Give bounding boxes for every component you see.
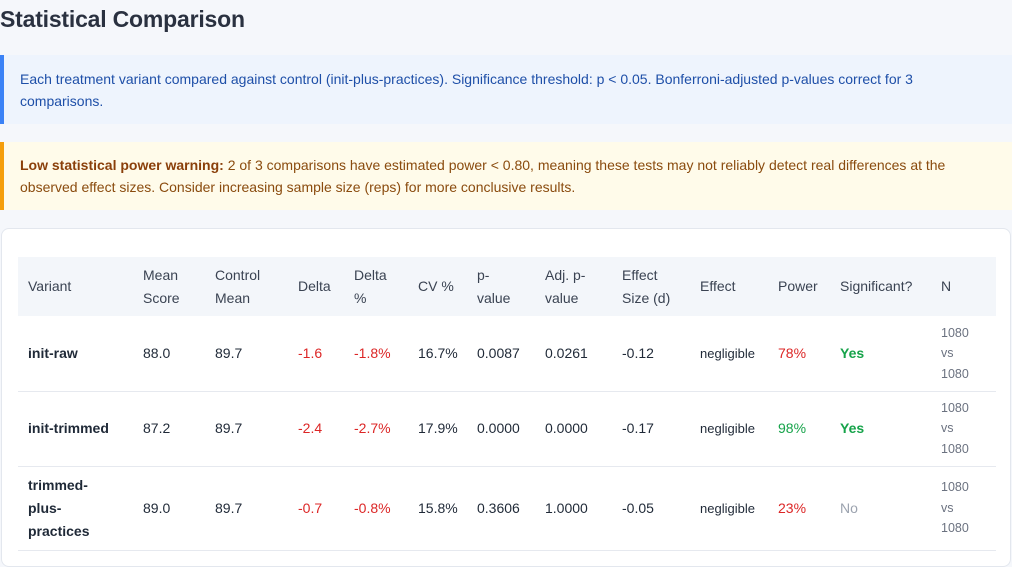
warning-label: Low statistical power warning:	[20, 157, 224, 173]
table-row: init-trimmed 87.2 89.7 -2.4 -2.7% 17.9% …	[18, 391, 996, 467]
control-mean-cell: 89.7	[205, 391, 288, 467]
adj-p-value-cell: 1.0000	[535, 466, 612, 551]
effect-size-cell: -0.05	[612, 466, 690, 551]
mean-score-cell: 87.2	[133, 391, 205, 467]
mean-score-cell: 89.0	[133, 466, 205, 551]
variant-cell: init-raw	[18, 316, 133, 392]
header-effect[interactable]: Effect	[700, 278, 736, 294]
p-value-cell: 0.3606	[467, 466, 535, 551]
header-adj-p-value[interactable]: Adj. p-value	[545, 266, 586, 306]
control-mean-cell: 89.7	[205, 466, 288, 551]
power-cell: 98%	[768, 391, 830, 467]
info-banner: Each treatment variant compared against …	[0, 55, 1012, 124]
header-variant[interactable]: Variant	[28, 278, 72, 294]
header-delta[interactable]: Delta	[298, 278, 331, 294]
info-text: Each treatment variant compared against …	[20, 71, 913, 109]
adj-p-value-cell: 0.0261	[535, 316, 612, 392]
effect-size-cell: -0.17	[612, 391, 690, 467]
delta-pct-cell: -1.8%	[344, 316, 408, 392]
effect-cell: negligible	[690, 391, 768, 467]
delta-pct-cell: -0.8%	[344, 466, 408, 551]
delta-cell: -0.7	[288, 466, 344, 551]
header-significant[interactable]: Significant?	[840, 278, 913, 294]
effect-size-cell: -0.12	[612, 316, 690, 392]
cv-cell: 15.8%	[408, 466, 467, 551]
power-cell: 23%	[768, 466, 830, 551]
variant-cell: init-trimmed	[18, 391, 133, 467]
header-n[interactable]: N	[941, 278, 952, 294]
n-cell: 1080 vs 1080	[931, 391, 996, 467]
p-value-cell: 0.0087	[467, 316, 535, 392]
header-effect-size[interactable]: Effect Size (d)	[622, 266, 671, 306]
table-header-row: Variant Mean Score Control Mean Delta De…	[18, 257, 996, 316]
header-cv[interactable]: CV %	[418, 278, 454, 294]
control-mean-cell: 89.7	[205, 316, 288, 392]
n-cell: 1080 vs 1080	[931, 466, 996, 551]
effect-cell: negligible	[690, 316, 768, 392]
significant-cell: Yes	[830, 316, 931, 392]
power-cell: 78%	[768, 316, 830, 392]
p-value-cell: 0.0000	[467, 391, 535, 467]
header-control-mean[interactable]: Control Mean	[215, 266, 261, 306]
page-title: Statistical Comparison	[0, 6, 245, 32]
table-row: trimmed-plus-practices 89.0 89.7 -0.7 -0…	[18, 466, 996, 551]
header-p-value[interactable]: p-value	[477, 266, 511, 306]
significant-cell: No	[830, 466, 931, 551]
warning-banner: Low statistical power warning: 2 of 3 co…	[0, 142, 1012, 210]
cv-cell: 17.9%	[408, 391, 467, 467]
warning-text: 2 of 3 comparisons have estimated power …	[20, 157, 946, 195]
delta-cell: -1.6	[288, 316, 344, 392]
table-row: init-raw 88.0 89.7 -1.6 -1.8% 16.7% 0.00…	[18, 316, 996, 392]
delta-cell: -2.4	[288, 391, 344, 467]
comparison-card: Variant Mean Score Control Mean Delta De…	[1, 228, 1011, 567]
delta-pct-cell: -2.7%	[344, 391, 408, 467]
cv-cell: 16.7%	[408, 316, 467, 392]
effect-cell: negligible	[690, 466, 768, 551]
adj-p-value-cell: 0.0000	[535, 391, 612, 467]
variant-cell: trimmed-plus-practices	[18, 466, 133, 551]
comparison-table: Variant Mean Score Control Mean Delta De…	[18, 257, 996, 551]
header-delta-pct[interactable]: Delta %	[354, 266, 387, 306]
significant-cell: Yes	[830, 391, 931, 467]
mean-score-cell: 88.0	[133, 316, 205, 392]
header-power[interactable]: Power	[778, 278, 818, 294]
header-mean-score[interactable]: Mean Score	[143, 266, 180, 306]
n-cell: 1080 vs 1080	[931, 316, 996, 392]
